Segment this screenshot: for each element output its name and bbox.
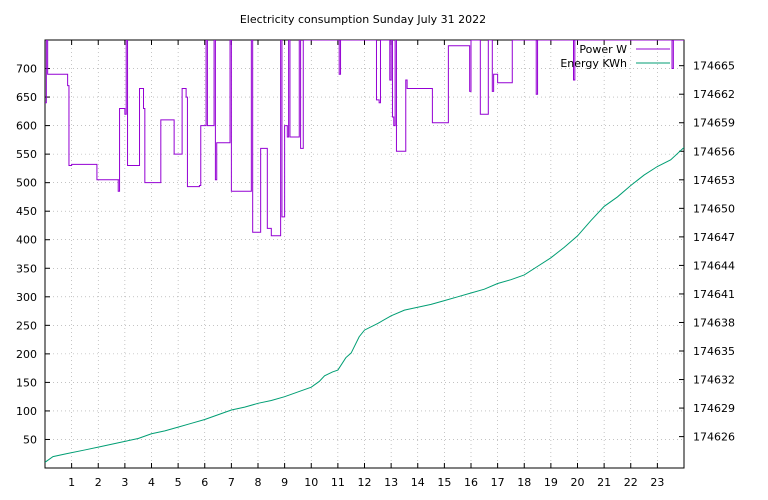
x-tick-label: 19: [544, 476, 558, 489]
x-tick-label: 6: [201, 476, 208, 489]
legend-label-energy: Energy KWh: [560, 57, 627, 70]
x-tick-label: 12: [358, 476, 372, 489]
legend: Power W Energy KWh: [560, 43, 670, 70]
series-lines: [45, 40, 684, 463]
x-tick-label: 21: [597, 476, 611, 489]
y-tick-label: 500: [16, 177, 37, 190]
y-tick-label: 450: [16, 205, 37, 218]
x-tick-label: 13: [384, 476, 398, 489]
y2-tick-label: 174641: [693, 288, 735, 301]
y-tick-label: 250: [16, 319, 37, 332]
x-tick-label: 16: [464, 476, 478, 489]
y-tick-label: 350: [16, 262, 37, 275]
x-tick-label: 8: [255, 476, 262, 489]
y-tick-label: 650: [16, 91, 37, 104]
axes: 1 2 3 4 5 6 7 8 9 10 11 12 13 14 15 16 17 18 19 20 21 22 23501…: [16, 39, 735, 489]
y-tick-label: 300: [16, 291, 37, 304]
y2-tick-label: 174635: [693, 345, 735, 358]
x-tick-label: 23: [650, 476, 664, 489]
x-tick-label: 3: [121, 476, 128, 489]
y2-tick-label: 174647: [693, 231, 735, 244]
y2-tick-label: 174638: [693, 316, 735, 329]
x-tick-label: 9: [281, 476, 288, 489]
x-tick-label: 15: [437, 476, 451, 489]
y2-tick-label: 174659: [693, 117, 735, 130]
x-tick-label: 4: [148, 476, 155, 489]
y-tick-label: 550: [16, 148, 37, 161]
y2-tick-label: 174644: [693, 259, 735, 272]
y2-tick-label: 174650: [693, 202, 735, 215]
x-tick-label: 18: [517, 476, 531, 489]
y2-tick-label: 174665: [693, 60, 735, 73]
y-tick-label: 400: [16, 234, 37, 247]
y2-tick-label: 174653: [693, 174, 735, 187]
x-tick-label: 14: [411, 476, 425, 489]
x-tick-label: 22: [624, 476, 638, 489]
y-tick-label: 700: [16, 63, 37, 76]
x-tick-label: 20: [571, 476, 585, 489]
legend-label-power: Power W: [579, 43, 627, 56]
y2-tick-label: 174662: [693, 88, 735, 101]
x-tick-label: 5: [175, 476, 182, 489]
x-tick-label: 17: [491, 476, 505, 489]
x-tick-label: 1: [68, 476, 75, 489]
y-tick-label: 600: [16, 120, 37, 133]
grid-lines: [45, 40, 684, 468]
power-series-line: [45, 40, 684, 237]
y2-tick-label: 174629: [693, 402, 735, 415]
x-tick-label: 10: [304, 476, 318, 489]
y2-tick-label: 174656: [693, 145, 735, 158]
x-tick-label: 2: [95, 476, 102, 489]
y-tick-label: 50: [23, 433, 37, 446]
x-tick-label: 11: [331, 476, 345, 489]
y-tick-label: 100: [16, 405, 37, 418]
x-tick-label: 7: [228, 476, 235, 489]
y-tick-label: 200: [16, 348, 37, 361]
y2-tick-label: 174632: [693, 374, 735, 387]
chart-title: Electricity consumption Sunday July 31 2…: [240, 13, 486, 26]
energy-series-line: [45, 147, 684, 463]
y2-tick-label: 174626: [693, 431, 735, 444]
y-tick-label: 150: [16, 376, 37, 389]
